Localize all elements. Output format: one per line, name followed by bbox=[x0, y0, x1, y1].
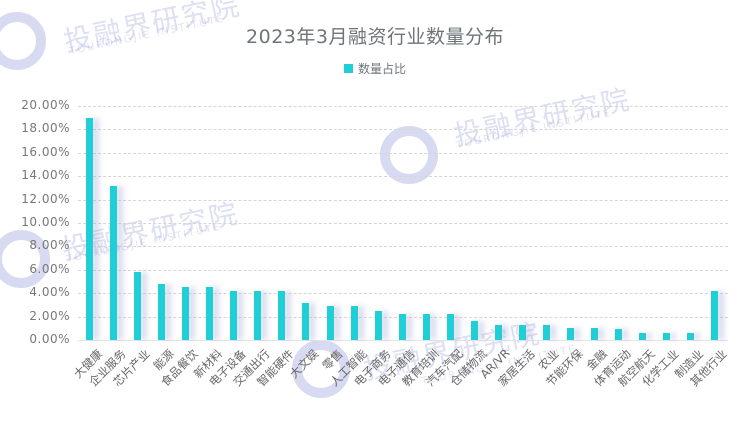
bar[interactable] bbox=[158, 283, 166, 340]
bar[interactable] bbox=[687, 332, 695, 340]
y-tick-label: 14.00% bbox=[21, 168, 70, 183]
bar[interactable] bbox=[206, 287, 214, 340]
bar[interactable] bbox=[302, 302, 310, 340]
legend-label: 数量占比 bbox=[357, 62, 406, 76]
y-tick-label: 8.00% bbox=[29, 238, 70, 253]
gridline bbox=[78, 223, 728, 224]
bar[interactable] bbox=[663, 332, 671, 340]
y-tick-label: 6.00% bbox=[29, 261, 70, 276]
gridline bbox=[78, 340, 728, 341]
bar[interactable] bbox=[711, 290, 719, 340]
y-tick-label: 4.00% bbox=[29, 285, 70, 300]
y-tick-label: 18.00% bbox=[21, 121, 70, 136]
bar[interactable] bbox=[615, 329, 623, 340]
gridline bbox=[78, 106, 728, 107]
bar[interactable] bbox=[110, 185, 118, 340]
bar[interactable] bbox=[254, 290, 262, 340]
gridline bbox=[78, 176, 728, 178]
watermark-logo-icon bbox=[292, 340, 350, 398]
gridline bbox=[78, 269, 728, 271]
y-tick-label: 12.00% bbox=[21, 191, 70, 206]
gridline bbox=[78, 129, 728, 131]
watermark-logo-icon bbox=[380, 126, 438, 184]
y-tick-label: 20.00% bbox=[21, 98, 70, 112]
gridline bbox=[78, 293, 728, 295]
gridline bbox=[78, 199, 728, 201]
bar[interactable] bbox=[446, 314, 454, 340]
chart-title: 2023年3月融资行业数量分布 bbox=[246, 26, 504, 48]
bar[interactable] bbox=[374, 310, 382, 340]
legend[interactable]: 数量占比 bbox=[0, 60, 750, 77]
legend-swatch bbox=[343, 64, 353, 73]
bar[interactable] bbox=[398, 314, 406, 340]
bar[interactable] bbox=[134, 272, 142, 340]
gridline bbox=[78, 152, 728, 154]
watermark-logo-icon bbox=[0, 230, 50, 288]
watermark-logo-icon bbox=[0, 12, 46, 70]
bar[interactable] bbox=[326, 306, 334, 340]
y-tick-label: 16.00% bbox=[21, 144, 70, 159]
y-tick-label: 10.00% bbox=[21, 215, 70, 229]
bar[interactable] bbox=[494, 324, 502, 340]
bar[interactable] bbox=[591, 328, 599, 340]
bar[interactable] bbox=[542, 324, 550, 340]
bar[interactable] bbox=[567, 328, 574, 340]
y-tick-label: 0.00% bbox=[29, 332, 70, 346]
bar[interactable] bbox=[470, 321, 478, 340]
bar[interactable] bbox=[278, 290, 286, 340]
bar[interactable] bbox=[639, 332, 647, 340]
bar[interactable] bbox=[350, 306, 358, 340]
bar[interactable] bbox=[230, 290, 238, 340]
bar[interactable] bbox=[422, 314, 430, 340]
bar[interactable] bbox=[86, 117, 93, 340]
y-tick-label: 2.00% bbox=[29, 308, 70, 323]
gridline bbox=[78, 246, 728, 248]
bar[interactable] bbox=[518, 324, 526, 340]
bar[interactable] bbox=[182, 287, 190, 340]
